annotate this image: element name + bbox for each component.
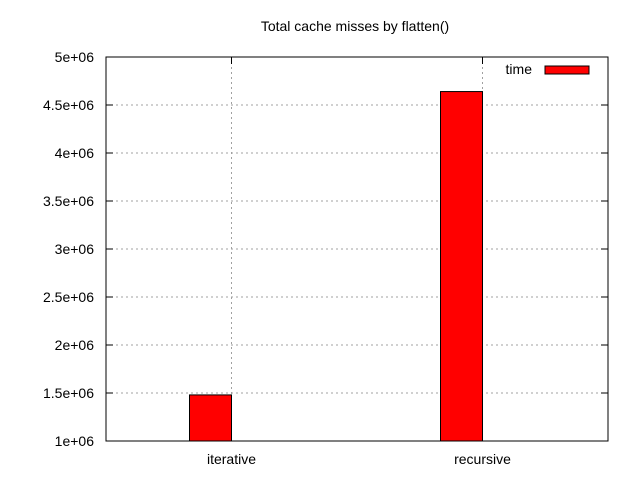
legend: time xyxy=(506,61,590,77)
y-tick-label: 5e+06 xyxy=(55,49,95,65)
x-tick-label-recursive: recursive xyxy=(454,451,511,467)
y-tick-label: 4e+06 xyxy=(55,145,95,161)
legend-swatch-time xyxy=(544,65,590,75)
bar-iterative xyxy=(189,394,232,442)
x-tick-label-iterative: iterative xyxy=(207,451,256,467)
y-tick-label: 1.5e+06 xyxy=(43,385,94,401)
bars xyxy=(189,91,483,442)
y-tick-label: 4.5e+06 xyxy=(43,97,94,113)
chart-title: Total cache misses by flatten() xyxy=(261,18,449,34)
y-tick-label: 2.5e+06 xyxy=(43,289,94,305)
axis-ticks xyxy=(106,56,608,442)
legend-label-time: time xyxy=(506,61,533,77)
y-tick-label: 2e+06 xyxy=(55,337,95,353)
x-axis-tick-labels: iterative recursive xyxy=(207,451,511,467)
y-tick-label: 3.5e+06 xyxy=(43,193,94,209)
y-tick-label: 3e+06 xyxy=(55,241,95,257)
y-axis-tick-labels: 1e+06 1.5e+06 2e+06 2.5e+06 3e+06 3.5e+06 4e+0… xyxy=(43,49,94,449)
bar-recursive xyxy=(440,91,483,442)
grid xyxy=(106,57,608,441)
y-tick-label: 1e+06 xyxy=(55,433,95,449)
